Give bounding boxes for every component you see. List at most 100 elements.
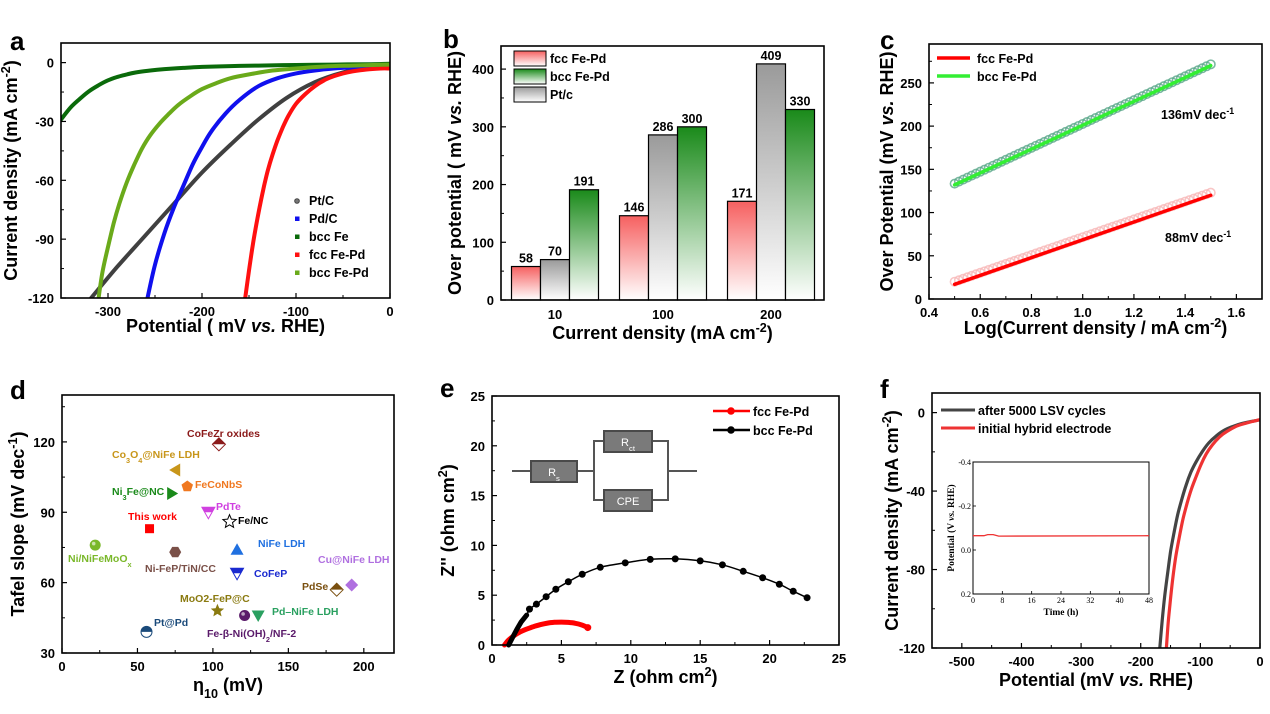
panel-e: 0 5 10 15 20 25 0 5 10 15 20 25 Z (ohm cm2) Z'' (ohm … <box>436 373 846 687</box>
panel-a: -300 -200 -100 0 0 -30 -60 -90 -120 Potential ( m… <box>0 26 394 336</box>
marker-diamond <box>345 578 359 592</box>
x-axis-title: Z (ohm cm2) <box>613 665 717 687</box>
legend-marker <box>295 216 300 221</box>
panel-letter: b <box>443 24 459 54</box>
scatter-point: Ni-FeP/TiN/CC <box>145 546 216 575</box>
legend-swatch <box>513 68 547 85</box>
series-marker <box>525 605 533 613</box>
x-tick-label: 1.4 <box>1176 305 1195 320</box>
series-marker <box>789 587 797 595</box>
circuit-element-label: CPE <box>617 496 640 508</box>
series-marker <box>759 574 767 582</box>
y-axis-title: Tafel slope (mV dec-1) <box>6 432 28 617</box>
series-marker <box>739 567 747 575</box>
marker-sphere <box>89 539 101 551</box>
series-line-initial-hybrid-electrode <box>1164 417 1260 648</box>
bar-value-label: 286 <box>653 120 674 134</box>
y-tick-label: 5 <box>478 588 485 603</box>
y-axis-title: Over potential ( mV vs. RHE) <box>445 51 465 295</box>
inset-x-tick-label: 40 <box>1116 596 1124 605</box>
equivalent-circuit-inset: Rs Rct CPE <box>512 430 697 512</box>
marker-triangle-up <box>230 543 244 555</box>
bar-value-label: 330 <box>790 95 811 109</box>
x-tick-label: 0 <box>1256 654 1263 669</box>
series-marker <box>584 624 592 632</box>
y-tick-label: -60 <box>35 173 54 188</box>
y-tick-label: -40 <box>906 484 925 499</box>
x-tick-label: 200 <box>760 307 782 322</box>
bar-value-label: 171 <box>732 186 753 200</box>
scatter-point: PdSe <box>302 581 344 597</box>
x-tick-label: 15 <box>693 651 707 666</box>
inset-series-line <box>973 533 1150 537</box>
y-axis-title: Over Potential (mV vs. RHE) <box>877 51 897 291</box>
bar-fcc-fe-pd <box>510 265 542 301</box>
series-marker <box>775 580 783 588</box>
x-tick-label: 10 <box>548 307 562 322</box>
x-tick-label: 0 <box>488 651 495 666</box>
series-line-after-5000-lsv-cycles <box>1158 418 1260 648</box>
circuit-element-cpe <box>603 489 653 512</box>
plot-frame <box>500 45 825 301</box>
y-tick-label: 0 <box>478 638 485 653</box>
legend-label: bcc Fe-Pd <box>550 70 610 84</box>
marker-circle-top <box>141 626 153 632</box>
x-tick-label: 1.2 <box>1125 305 1143 320</box>
bar-bcc-fe-pd <box>568 189 600 301</box>
scatter-point: PdTe <box>201 501 241 520</box>
x-tick-label: 100 <box>202 659 224 674</box>
x-tick-label: 25 <box>832 651 846 666</box>
series-line-bcc-fe-pd-dense <box>506 612 530 648</box>
series-line-bcc-fe-pd <box>508 557 808 646</box>
series-marker <box>718 561 726 569</box>
inset-y-tick-label: 0.2 <box>961 590 971 599</box>
y-tick-label: 10 <box>471 538 485 553</box>
y-tick-label: 150 <box>900 162 922 177</box>
bar-group: 409 <box>755 49 787 301</box>
plot-frame <box>60 42 391 299</box>
inset-x-tick-label: 24 <box>1057 596 1065 605</box>
marker-sphere-highlight <box>91 541 96 546</box>
panel-letter: e <box>440 373 454 403</box>
bar-pt-c <box>539 258 571 301</box>
panel-letter: a <box>10 26 25 56</box>
bar-group: 330 <box>784 95 816 301</box>
x-tick-label: 0 <box>58 659 65 674</box>
x-tick-label: 20 <box>762 651 776 666</box>
circuit-element-rs <box>530 460 578 483</box>
x-tick-label: -100 <box>1187 654 1213 669</box>
y-tick-label: 0 <box>487 293 494 308</box>
scatter-point: FeCoNbS <box>181 479 242 492</box>
y-tick-label: 100 <box>900 206 922 221</box>
marker-triangle-down <box>251 610 265 622</box>
point-label: This work <box>128 511 177 523</box>
x-tick-label: -500 <box>949 654 975 669</box>
y-tick-label: 300 <box>472 120 494 135</box>
scatter-point: Co3O4@NiFe LDH <box>112 449 200 477</box>
legend-label: bcc Fe <box>309 230 349 244</box>
point-label: Pd–NiFe LDH <box>272 606 339 618</box>
bar-group: 70 <box>539 245 571 301</box>
series-marker <box>646 555 654 563</box>
inset-y-tick-label: 0.0 <box>961 546 971 555</box>
y-tick-label: -90 <box>35 232 54 247</box>
x-tick-label: 10 <box>624 651 638 666</box>
x-tick-label: -400 <box>1008 654 1034 669</box>
bar-value-label: 58 <box>519 252 533 266</box>
inset-x-axis-title: Time (h) <box>1044 607 1079 618</box>
x-axis-title: η10 (mV) <box>193 675 263 701</box>
y-axis-title: Z'' (ohm cm2) <box>436 464 458 577</box>
series-marker <box>696 557 704 565</box>
y-tick-label: -120 <box>899 641 925 656</box>
marker-sphere-highlight <box>241 612 245 616</box>
x-tick-label: -200 <box>1128 654 1154 669</box>
point-label: CoFeZr oxides <box>187 428 260 440</box>
bar-value-label: 146 <box>624 201 645 215</box>
bar-value-label: 70 <box>548 245 562 259</box>
scatter-point: MoO2-FeP@C <box>180 593 250 617</box>
legend-marker <box>294 198 300 204</box>
x-tick-label: -300 <box>95 304 121 319</box>
inset-x-tick-label: 32 <box>1086 596 1094 605</box>
point-label: Cu@NiFe LDH <box>318 554 390 566</box>
scatter-point: CoFeZr oxides <box>187 428 260 452</box>
